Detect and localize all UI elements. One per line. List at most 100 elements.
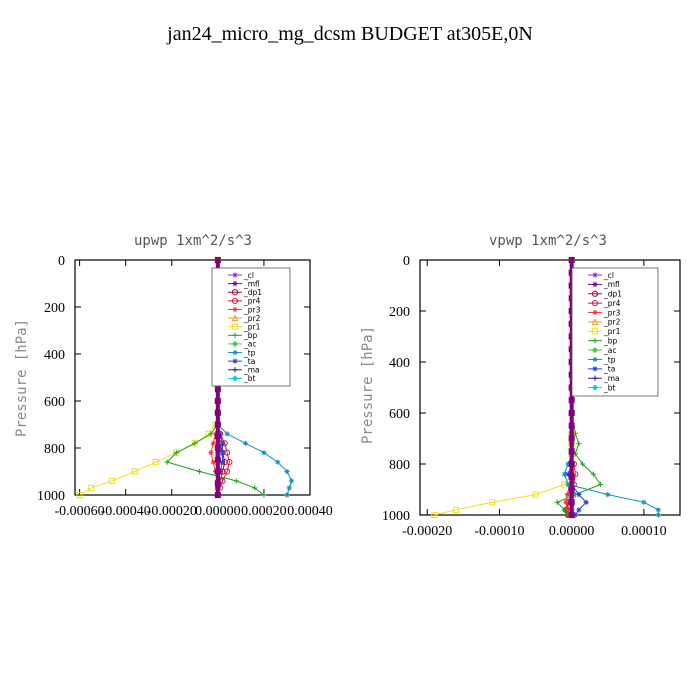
vpwp-data-point-bp — [590, 471, 596, 477]
vpwp-legend-marker — [592, 366, 598, 372]
upwp-data-point-tp — [224, 431, 230, 437]
vpwp-data-point-tp — [655, 512, 661, 518]
vpwp-y-axis-label: Pressure [hPa] — [360, 326, 376, 444]
upwp-legend-label: _bt — [243, 374, 256, 383]
vpwp-legend-marker — [591, 300, 599, 307]
upwp-legend-marker — [231, 375, 239, 382]
vpwp-data-point-pr3 — [564, 492, 570, 498]
upwp-legend-marker — [232, 349, 238, 356]
vpwp-y-tick-label: 800 — [389, 458, 410, 473]
upwp-x-tick-label: 0.00000 — [195, 504, 241, 519]
upwp-legend-marker — [231, 340, 239, 347]
upwp-legend-box — [211, 267, 291, 387]
vpwp-legend-marker — [591, 328, 599, 335]
upwp-data-point-bp — [261, 492, 267, 498]
vpwp-zero-profile-marker — [568, 473, 575, 480]
vpwp-data-point-ta — [565, 471, 571, 477]
upwp-legend-marker — [231, 314, 239, 322]
vpwp-legend-label: _ma — [603, 374, 620, 383]
upwp-zero-profile-marker — [214, 480, 221, 487]
upwp-data-point-ta — [219, 440, 226, 446]
vpwp-legend-label: _ta — [603, 365, 615, 374]
vpwp-zero-profile-marker — [568, 512, 575, 518]
vpwp-legend-marker — [591, 290, 599, 297]
upwp-data-point-tp — [288, 478, 295, 484]
vpwp-data-point-ta — [583, 499, 589, 505]
upwp-legend-marker — [232, 281, 238, 287]
vpwp-legend-label: _mfl — [603, 280, 620, 289]
upwp-data-point-pr4 — [223, 468, 231, 475]
upwp-data-point-tp — [286, 485, 292, 491]
upwp-legend: _cl_mfl_dp1_pr4_pr3_pr2_pr1_bp_ac_tp_ta_… — [211, 267, 291, 387]
vpwp-x-tick-label: 0.00000 — [549, 524, 595, 539]
vpwp-data-point-pr1 — [453, 506, 460, 513]
upwp-data-point-bp — [173, 450, 179, 456]
vpwp-x-tick-label: -0.00020 — [402, 524, 452, 539]
upwp-plot-frame — [74, 259, 311, 496]
vpwp-x-tick-label: -0.00010 — [474, 524, 524, 539]
vpwp-zero-profile-marker — [568, 397, 575, 404]
vpwp-legend-marker — [591, 347, 599, 354]
vpwp-y-tick-label: 600 — [389, 407, 410, 422]
upwp-x-tick-label: 0.00040 — [287, 504, 333, 519]
vpwp-legend-marker — [592, 338, 598, 344]
upwp-y-tick-label: 800 — [44, 442, 65, 457]
upwp-legend-label: _ta — [243, 357, 255, 366]
upwp-x-tick-label: -0.00060 — [55, 504, 105, 519]
upwp-zero-profile-marker — [214, 445, 221, 451]
vpwp-legend-label: _pr3 — [603, 308, 621, 317]
vpwp-x-tick-label: 0.00010 — [621, 524, 667, 539]
vpwp-legend-label: _pr1 — [603, 327, 621, 336]
upwp-legend-marker — [232, 332, 238, 338]
vpwp-y-tick-label: 0 — [403, 254, 410, 269]
upwp-data-point-pr1 — [76, 491, 83, 499]
upwp-legend-label: _pr2 — [243, 314, 261, 323]
upwp-legend-label: _bp — [243, 331, 258, 340]
upwp-legend-label: _pr1 — [243, 322, 261, 331]
vpwp-zero-profile-marker — [568, 257, 575, 263]
vpwp-panel: vpwp 1xm^2/s^3 Pressure [hPa] -0.00020 -0… — [360, 233, 681, 539]
upwp-zero-profile-marker — [214, 421, 221, 428]
vpwp-zero-profile-marker — [568, 461, 575, 467]
vpwp-data-point-bp — [561, 507, 568, 513]
upwp-data-point-tp — [284, 492, 290, 498]
upwp-legend-label: _dp1 — [243, 288, 262, 297]
upwp-data-point-pr1 — [131, 468, 139, 475]
upwp-data-point-tp — [242, 440, 249, 446]
upwp-zero-profile-marker — [214, 492, 221, 498]
upwp-data-point-pr3 — [208, 450, 214, 456]
figure-title: jan24_micro_mg_dcsm BUDGET at305E,0N — [166, 23, 533, 45]
vpwp-legend-marker — [591, 318, 599, 326]
upwp-zero-profile-marker — [214, 398, 221, 404]
vpwp-legend-marker — [592, 272, 598, 278]
vpwp-zero-profile-marker — [568, 435, 575, 442]
upwp-zero-profile-marker — [214, 257, 221, 263]
upwp-x-tick-label: 0.00020 — [241, 504, 287, 519]
upwp-data-point-pr4 — [226, 459, 233, 466]
upwp-data-point-tp — [275, 459, 281, 465]
vpwp-y-tick-label: 1000 — [382, 509, 410, 524]
vpwp-legend-label: _bt — [603, 383, 616, 392]
vpwp-data-point-tp — [605, 492, 611, 498]
upwp-data-point-bp — [192, 440, 198, 446]
upwp-data-point-pr3 — [210, 440, 216, 446]
upwp-y-tick-label: 200 — [44, 301, 65, 316]
upwp-zero-profile-marker — [214, 409, 221, 416]
upwp-data-point-tp — [284, 468, 290, 475]
vpwp-legend-marker — [591, 384, 599, 391]
upwp-zero-profile-marker — [214, 386, 221, 393]
upwp-legend-label: _ma — [243, 366, 260, 375]
upwp-legend-label: _ac — [243, 340, 256, 349]
vpwp-legend-label: _tp — [603, 355, 616, 364]
upwp-x-tick-label: -0.00040 — [101, 504, 151, 519]
upwp-data-point-ta — [219, 459, 226, 465]
upwp-y-axis-label: Pressure [hPa] — [14, 319, 30, 437]
vpwp-legend-label: _pr2 — [603, 318, 621, 327]
upwp-data-point-tp — [261, 450, 267, 456]
vpwp-data-point-pr1 — [532, 491, 539, 498]
vpwp-data-point-bp — [597, 481, 604, 487]
vpwp-data-point-pr3 — [563, 499, 569, 505]
upwp-legend-label: _pr3 — [243, 305, 261, 314]
vpwp-legend-label: _ac — [603, 346, 616, 355]
upwp-panel-title: upwp 1xm^2/s^3 — [134, 233, 252, 249]
